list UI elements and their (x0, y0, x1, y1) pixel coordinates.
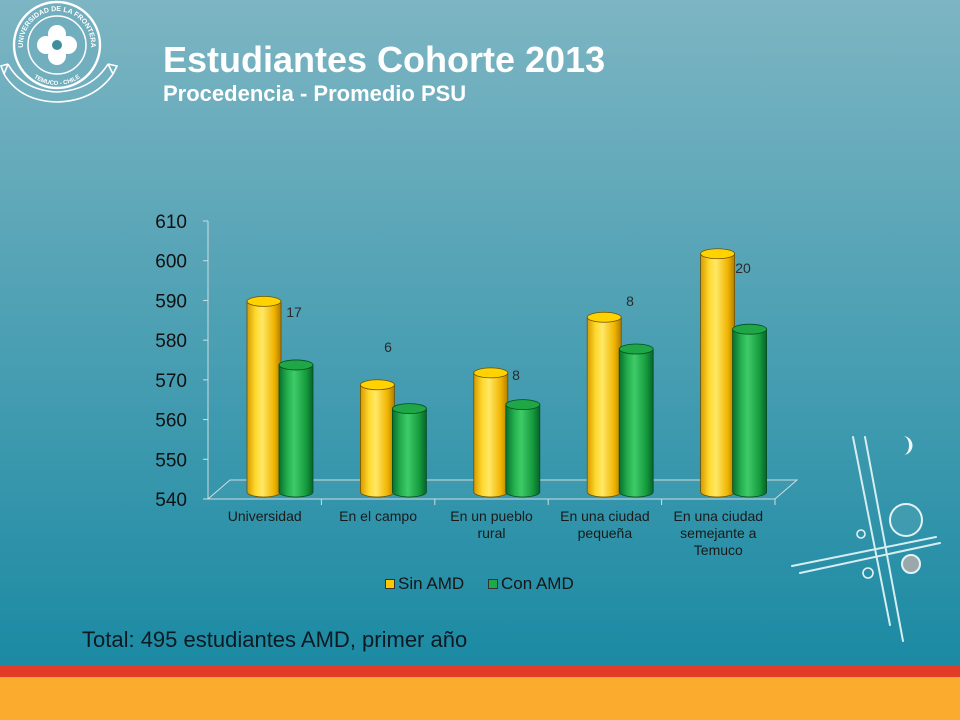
bar-top (732, 323, 767, 335)
bar-top (473, 367, 509, 379)
crescent-icon (903, 436, 913, 455)
legend-item-con-amd: Con AMD (488, 574, 574, 594)
bar-top (391, 403, 427, 415)
x-tick-label: En el campo (339, 508, 417, 524)
slide-title: Estudiantes Cohorte 2013 (163, 39, 606, 80)
y-tick-label: 570 (155, 371, 187, 392)
bar-top (359, 379, 395, 391)
decor-circle-large (889, 503, 923, 537)
bar-top (246, 295, 282, 307)
decor-circle-small (856, 529, 866, 539)
y-tick-label: 560 (155, 411, 187, 432)
x-tick-label: En un pueblo rural (450, 508, 533, 541)
legend-swatch-con-amd (488, 579, 498, 589)
logo-ribbon (0, 63, 119, 103)
legend-swatch-sin-amd (385, 579, 395, 589)
bottom-stripe-orange (0, 677, 960, 720)
bar-con-amd-2 (391, 403, 427, 498)
data-label: 8 (512, 367, 520, 383)
legend-item-sin-amd: Sin AMD (385, 574, 464, 594)
bar-sin-amd-4 (586, 311, 622, 498)
bar-body (392, 408, 427, 498)
y-tick-label: 590 (155, 291, 187, 312)
bar-body (278, 364, 314, 498)
data-label: 17 (286, 304, 302, 320)
decor-lines (791, 436, 941, 642)
data-label: 6 (384, 339, 392, 355)
data-label: 20 (735, 260, 751, 276)
x-tick-label: En una ciudad semejante a Temuco (673, 508, 764, 558)
bar-con-amd-1 (278, 359, 314, 498)
y-tick-label: 610 (155, 212, 187, 233)
bar-body (618, 348, 654, 498)
bottom-stripe-red (0, 666, 960, 678)
y-tick-label: 580 (155, 331, 187, 352)
university-seal-icon: UNIVERSIDAD DE LA FRONTERA TEMUCO - CHIL… (0, 0, 119, 103)
decor-circle-small (862, 567, 874, 579)
footer-note: Total: 495 estudiantes AMD, primer año (82, 627, 468, 652)
bar-con-amd-5 (732, 323, 767, 498)
logo-inner-ring (27, 15, 87, 75)
bar-sin-amd-3 (473, 367, 509, 498)
bar-con-amd-3 (505, 399, 541, 498)
bar-top (618, 343, 654, 355)
bar-sin-amd-5 (700, 248, 735, 498)
bar-top (505, 399, 541, 411)
data-label: 8 (626, 293, 634, 309)
legend-label-con-amd: Con AMD (501, 574, 574, 593)
y-tick-label: 600 (155, 252, 187, 273)
decor-circle-filled (901, 554, 921, 574)
slide-subtitle: Procedencia - Promedio PSU (163, 81, 467, 106)
legend-label-sin-amd: Sin AMD (398, 574, 465, 593)
bar-top (700, 248, 735, 260)
x-tick-label: En una ciudad pequeña (560, 508, 650, 541)
y-tick-label: 540 (155, 490, 187, 511)
bar-top (586, 311, 622, 323)
x-tick-label: Universidad (227, 508, 302, 524)
bar-con-amd-4 (618, 343, 654, 498)
logo-rosette-icon (37, 25, 77, 65)
y-tick-label: 550 (155, 450, 187, 471)
bar-body (505, 404, 541, 498)
bar-body (732, 328, 767, 498)
bar-top (278, 359, 314, 371)
